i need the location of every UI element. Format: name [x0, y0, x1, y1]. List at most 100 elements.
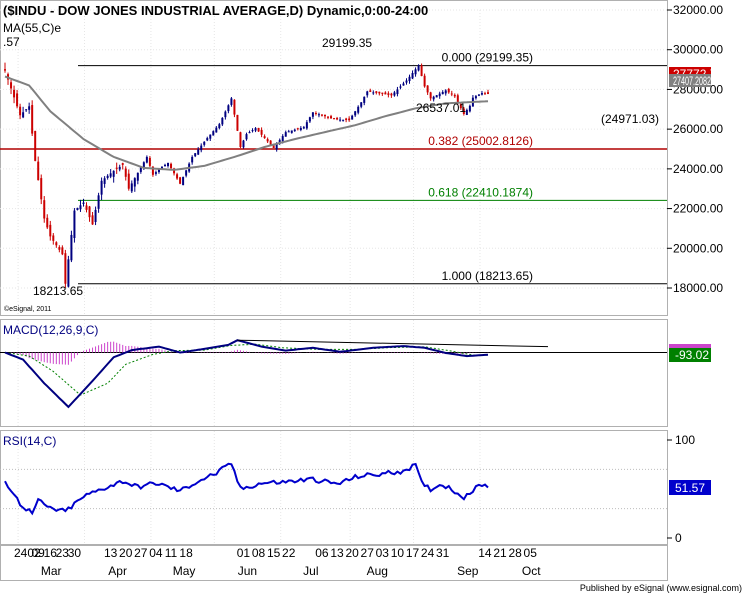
x-axis-day-label: 13 [104, 546, 118, 560]
x-axis-month-label: Oct [522, 564, 541, 578]
candle-down-body [336, 117, 339, 120]
ma-value-badge: 27407.2082 [669, 74, 711, 88]
candle-up-body [293, 129, 296, 131]
chart-title: ($INDU - DOW JONES INDUSTRIAL AVERAGE,D)… [3, 3, 428, 18]
candle-up-body [342, 119, 345, 121]
x-axis-month-label: Jul [303, 564, 318, 578]
fib-level-label: 0.618 (22410.1874) [428, 185, 533, 199]
x-axis-day-label: 16 [44, 546, 58, 560]
candle-up-body [142, 162, 145, 168]
candle-down-body [323, 114, 326, 117]
candle-up-body [206, 138, 209, 141]
candle-up-body [194, 153, 197, 157]
candle-up-body [221, 117, 224, 125]
swing-low-annotation: 26537.01 [416, 101, 466, 115]
candle-up-body [305, 122, 308, 129]
price-panel-frame [0, 0, 668, 316]
price-axis-tick-label: 20000.00 [673, 241, 723, 255]
publisher-footer: Published by eSignal (www.esignal.com) [580, 583, 742, 593]
candle-down-body [49, 224, 52, 237]
candle-down-body [384, 92, 387, 95]
candle-up-body [254, 128, 257, 131]
candle-down-body [4, 69, 6, 71]
candle-down-body [327, 116, 330, 118]
x-axis-day-label: 20 [345, 546, 359, 560]
candle-up-body [82, 202, 85, 204]
candle-up-body [145, 156, 148, 163]
rsi-axis-tick-label: 100 [675, 433, 695, 447]
badge-overlap [669, 75, 711, 81]
price-axis-tick-label: 32000.00 [673, 3, 723, 17]
candle-down-body [19, 106, 22, 116]
macd-label: MACD(12,26,9,C) [3, 323, 98, 337]
rsi-value: 51.57 [675, 481, 705, 495]
x-axis-day-label: 01 [237, 546, 251, 560]
x-axis-day-label: 05 [524, 546, 538, 560]
macd-value: -93.02 [675, 348, 709, 362]
x-axis-day-label: 23 [56, 546, 70, 560]
candle-down-body [387, 93, 390, 95]
candle-up-body [302, 127, 305, 129]
candle-up-body [163, 164, 166, 167]
rsi-label: RSI(14,C) [3, 434, 56, 448]
macd-panel-frame [0, 319, 668, 427]
candle-up-body [73, 210, 76, 239]
candle-down-body [462, 108, 465, 114]
candle-down-body [124, 168, 127, 177]
ma-value: 27407.2082 [673, 74, 711, 88]
candle-up-body [399, 86, 402, 88]
x-axis-day-label: 22 [282, 546, 296, 560]
candle-up-body [411, 73, 414, 79]
candle-down-body [236, 114, 239, 131]
candle-down-body [348, 118, 351, 121]
candle-down-body [55, 242, 58, 246]
x-axis-day-label: 10 [391, 546, 405, 560]
ma-value-fragment: .57 [3, 35, 20, 49]
x-axis-day-label: 04 [149, 546, 163, 560]
candle-down-body [52, 235, 55, 241]
price-axis-tick-label: 26000.00 [673, 122, 723, 136]
candle-down-body [330, 116, 333, 119]
candle-up-body [182, 177, 185, 186]
candle-up-body [245, 134, 248, 140]
candle-up-body [477, 94, 480, 96]
rsi-value-badge-bg [669, 480, 711, 495]
candle-up-body [299, 127, 302, 131]
x-axis-day-label: 18 [179, 546, 193, 560]
candle-down-body [148, 157, 151, 166]
x-axis-day-label: 31 [436, 546, 450, 560]
candle-up-body [28, 106, 31, 110]
candle-down-body [260, 129, 263, 135]
candle-up-body [215, 127, 218, 133]
candle-down-body [487, 92, 489, 94]
x-axis-day-label: 24 [421, 546, 435, 560]
candle-down-body [423, 75, 426, 87]
candle-down-body [453, 94, 456, 97]
support-annotation: (24971.03) [601, 112, 659, 126]
candle-up-body [191, 156, 194, 163]
x-axis-day-label: 03 [376, 546, 390, 560]
candle-down-body [170, 163, 173, 169]
candle-up-body [197, 149, 200, 155]
candle-up-body [133, 178, 136, 187]
x-axis-day-label: 13 [330, 546, 344, 560]
candle-down-body [429, 92, 432, 99]
candle-up-body [160, 166, 163, 169]
x-axis-day-label: 21 [493, 546, 507, 560]
candle-down-body [263, 136, 266, 139]
candle-up-body [139, 167, 142, 172]
candle-up-body [366, 91, 369, 96]
candle-up-body [444, 90, 447, 94]
candle-down-body [320, 114, 323, 116]
copyright-text: ©eSignal, 2011 [4, 305, 52, 313]
rsi-value-badge: 51.57 [669, 480, 711, 495]
candle-up-body [287, 131, 290, 133]
grid-lines [0, 9, 667, 544]
price-axis-tick-label: 24000.00 [673, 162, 723, 176]
candle-up-body [308, 117, 311, 122]
candle-up-body [97, 195, 100, 209]
candle-down-body [233, 99, 236, 115]
ma-label: MA(55,C)e [3, 21, 61, 35]
x-axis-month-label: May [173, 564, 196, 578]
x-axis-day-label: 27 [134, 546, 148, 560]
